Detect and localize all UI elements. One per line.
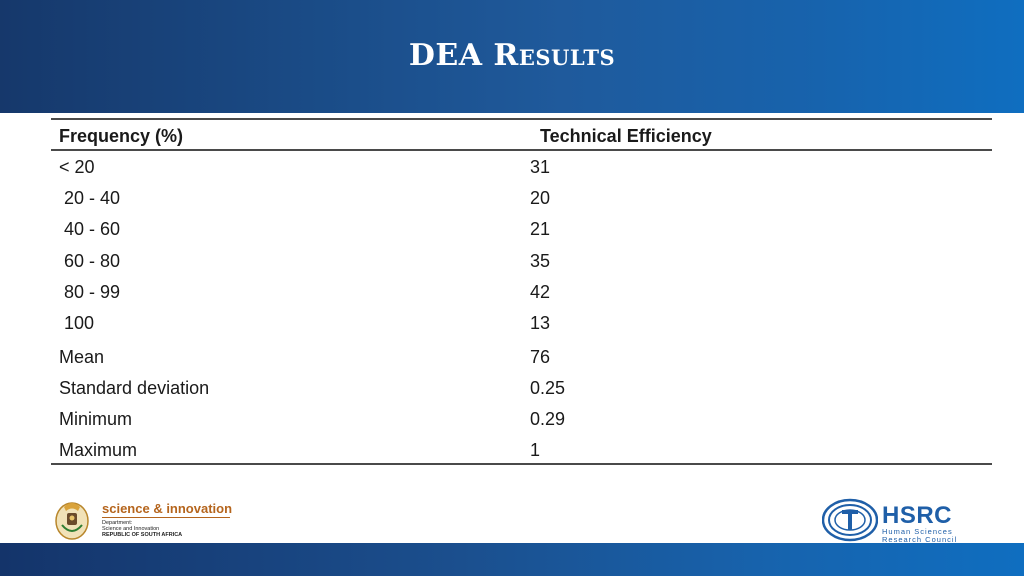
row-label: Mean <box>59 347 105 367</box>
row-value: 42 <box>530 282 551 302</box>
dsi-department: Department: <box>102 520 133 526</box>
row-value: 1 <box>530 440 541 460</box>
row-label: 20 - 40 <box>59 188 121 208</box>
hsrc-line2: Research Council <box>882 535 958 544</box>
hsrc-logo: HSRC Human Sciences Research Council <box>822 498 982 544</box>
row-label: 40 - 60 <box>59 219 121 239</box>
hsrc-line1: Human Sciences <box>882 527 953 536</box>
row-label: 60 - 80 <box>59 251 121 271</box>
header-frequency: Frequency (%) <box>59 126 184 146</box>
footer-band <box>0 543 1024 576</box>
row-value: 20 <box>530 188 551 208</box>
hsrc-abbreviation: HSRC <box>882 502 953 529</box>
dsi-logo: science & innovation Department: Science… <box>50 497 250 541</box>
row-value: 31 <box>530 157 551 177</box>
divider <box>102 517 230 518</box>
row-value: 0.29 <box>530 409 566 429</box>
coat-of-arms-icon <box>55 502 89 540</box>
dsi-name: science & innovation <box>102 501 233 516</box>
row-label: Minimum <box>59 409 133 429</box>
dsi-subtitle: Science and Innovation <box>102 526 160 532</box>
dsi-country: REPUBLIC OF SOUTH AFRICA <box>102 532 183 538</box>
table-header-rule <box>51 149 992 151</box>
row-label: Standard deviation <box>59 378 210 398</box>
title-banner <box>0 0 1024 113</box>
slide-title: DEA Results <box>408 38 616 73</box>
header-technical-efficiency: Technical Efficiency <box>540 126 712 146</box>
row-value: 35 <box>530 251 551 271</box>
row-value: 13 <box>530 313 551 333</box>
table-bottom-rule <box>51 463 992 465</box>
hsrc-emblem-icon <box>822 498 878 542</box>
row-label: < 20 <box>59 157 95 177</box>
row-label: 100 <box>59 313 95 333</box>
row-value: 76 <box>530 347 551 367</box>
row-label: 80 - 99 <box>59 282 121 302</box>
table-top-rule <box>51 118 992 120</box>
row-label: Maximum <box>59 440 138 460</box>
row-value: 0.25 <box>530 378 566 398</box>
row-value: 21 <box>530 219 551 239</box>
